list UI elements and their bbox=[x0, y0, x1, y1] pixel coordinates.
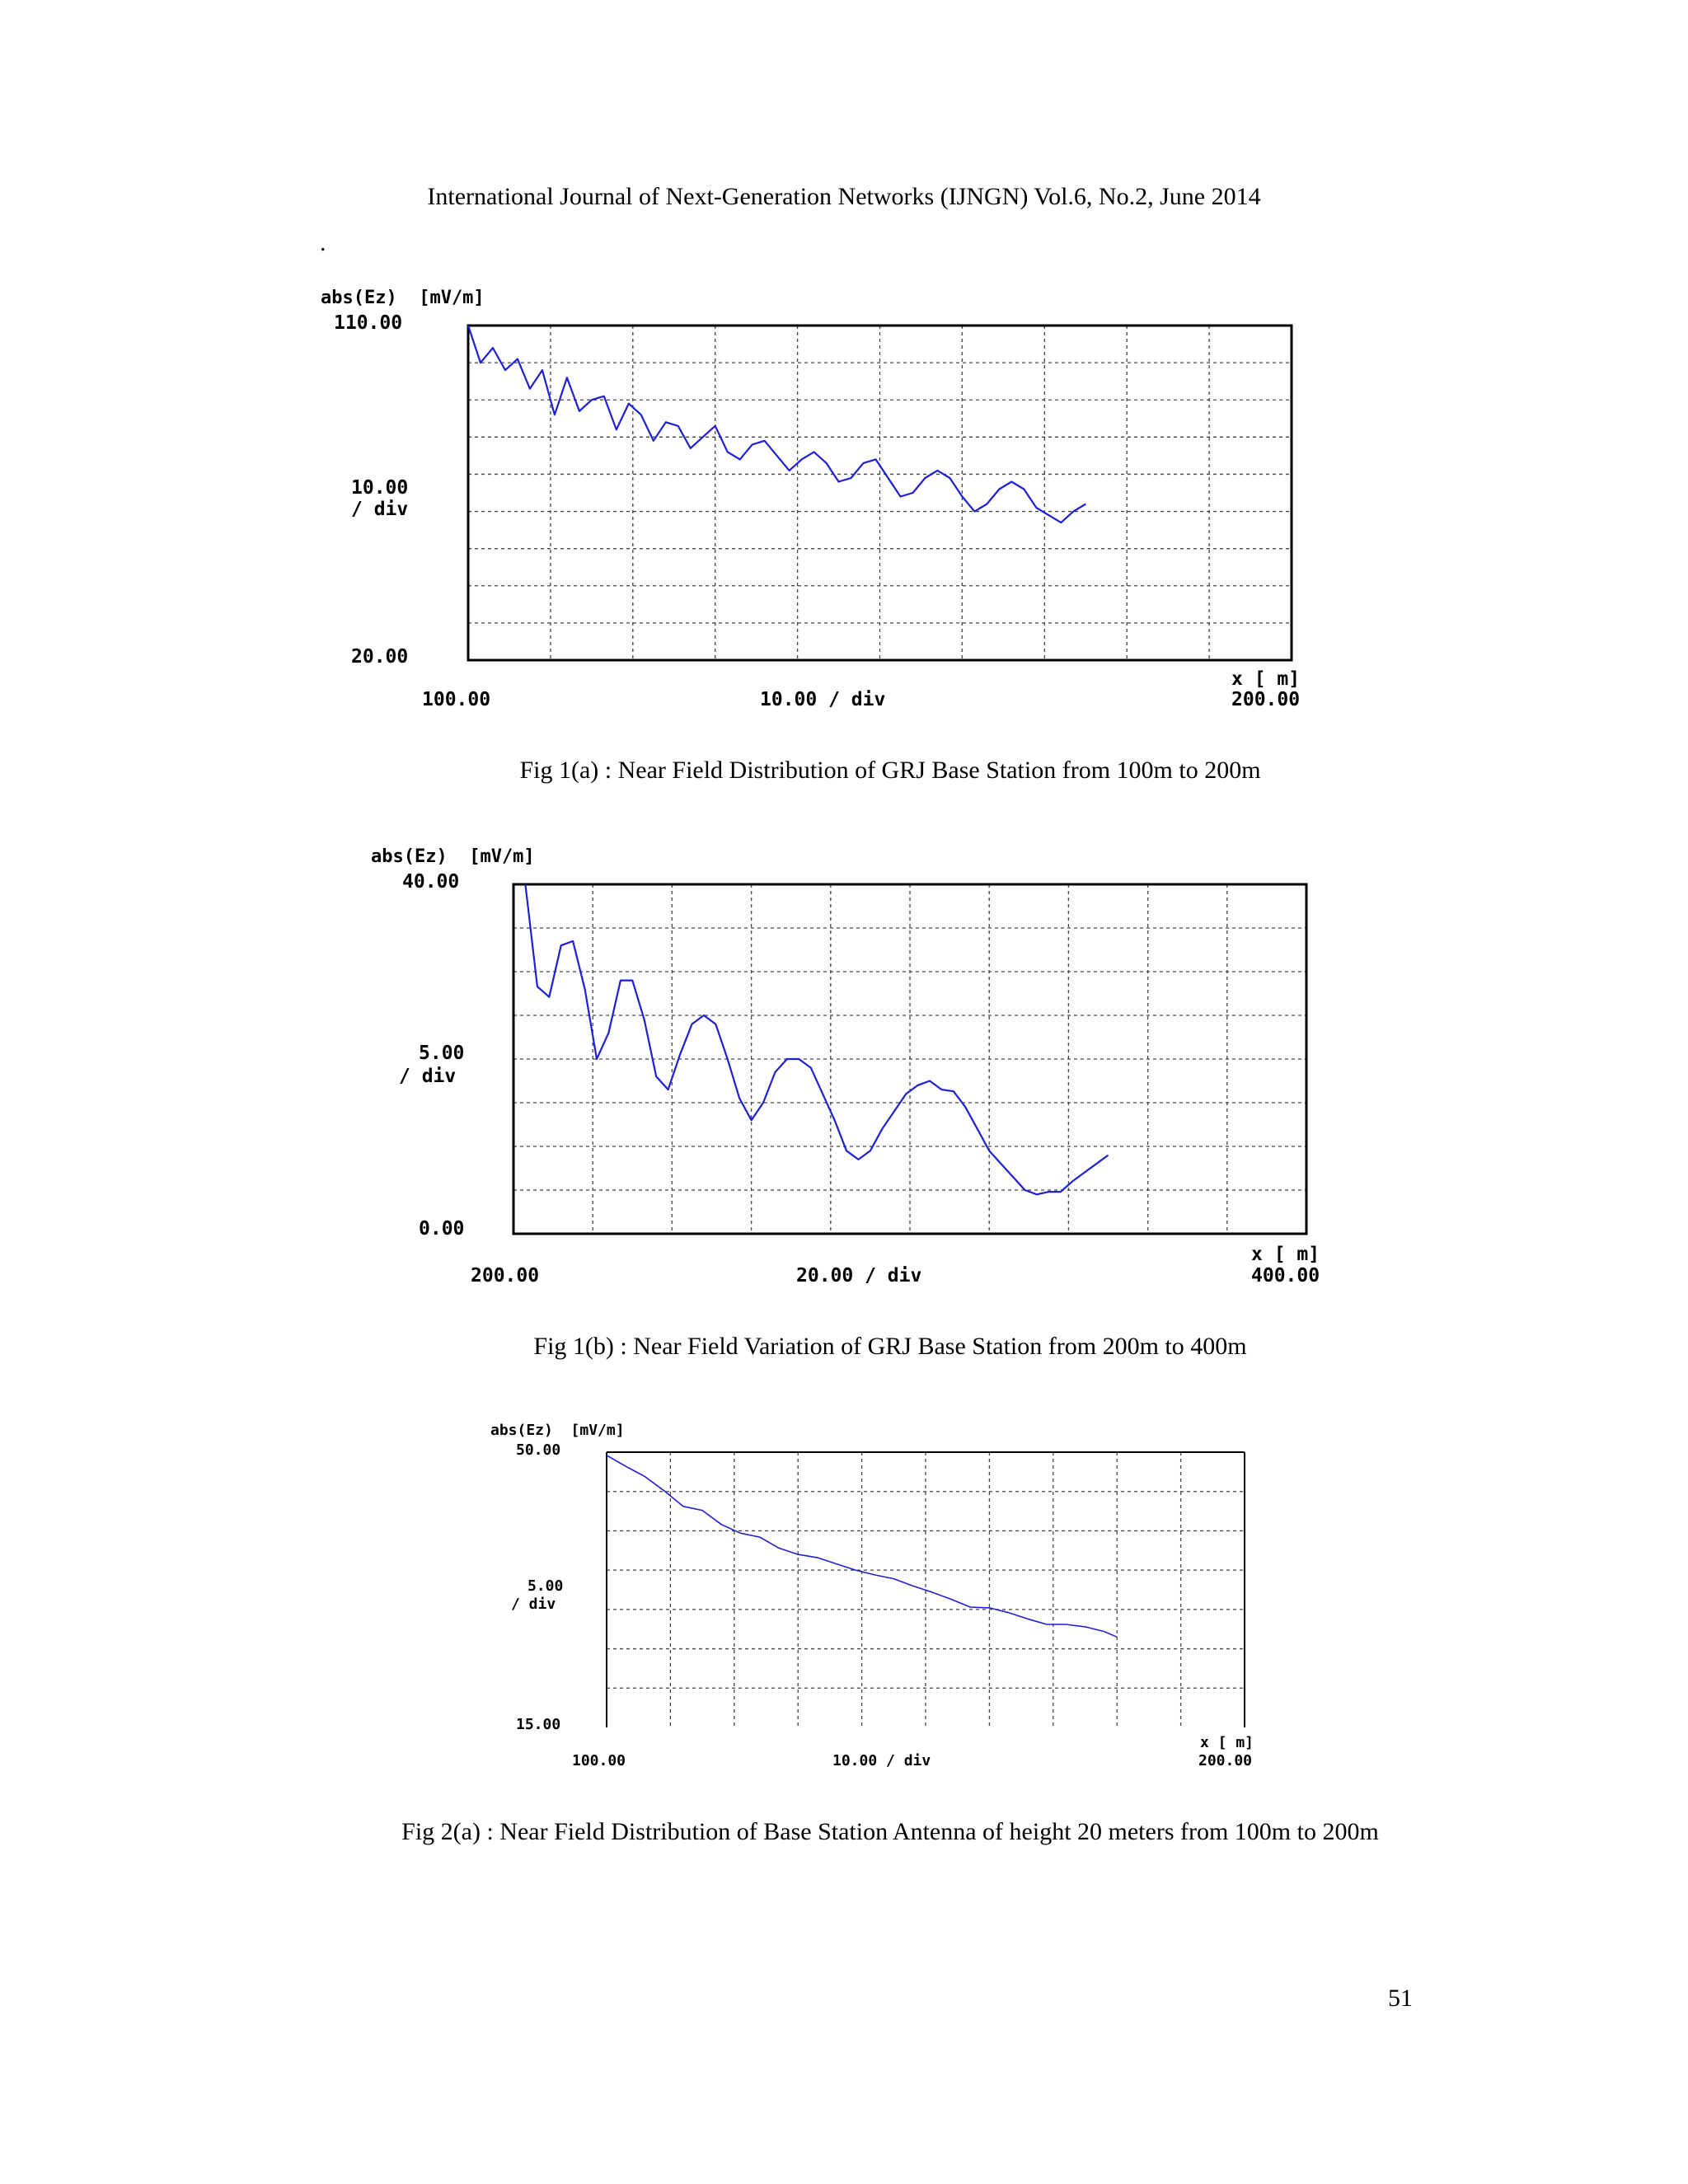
x-max-label: 200.00 bbox=[1198, 1752, 1253, 1769]
y-div-value: 10.00 bbox=[351, 477, 409, 499]
series-line bbox=[467, 325, 1086, 524]
x-min-label: 100.00 bbox=[422, 689, 491, 710]
y-max-label: 50.00 bbox=[516, 1441, 561, 1459]
stray-mark: . bbox=[320, 229, 326, 256]
x-unit-label: x [ m] bbox=[1251, 1244, 1320, 1265]
series-line bbox=[524, 883, 1109, 1196]
figure-2a-caption: Fig 2(a) : Near Field Distribution of Ba… bbox=[401, 1818, 1379, 1845]
x-div-label: 20.00 / div bbox=[796, 1265, 922, 1286]
x-max-label: 400.00 bbox=[1251, 1265, 1320, 1286]
y-axis-label: abs(Ez) [mV/m] bbox=[321, 288, 485, 308]
y-div-unit: / div bbox=[511, 1596, 556, 1613]
y-axis-label: abs(Ez) [mV/m] bbox=[490, 1422, 625, 1439]
plot-frame bbox=[512, 883, 1308, 1235]
y-axis-label: abs(Ez) [mV/m] bbox=[371, 846, 535, 867]
y-min-label: 0.00 bbox=[419, 1218, 465, 1240]
y-div-value: 5.00 bbox=[528, 1577, 564, 1595]
figure-1a-caption: Fig 1(a) : Near Field Distribution of GR… bbox=[519, 757, 1261, 784]
x-min-label: 200.00 bbox=[471, 1265, 540, 1286]
plot-frame bbox=[467, 324, 1293, 662]
y-div-value: 5.00 bbox=[419, 1043, 465, 1064]
y-min-label: 20.00 bbox=[351, 646, 409, 668]
x-max-label: 200.00 bbox=[1231, 689, 1301, 710]
series-line bbox=[606, 1455, 1118, 1638]
y-max-label: 40.00 bbox=[402, 871, 460, 893]
page-number: 51 bbox=[1388, 1985, 1413, 2012]
y-max-label: 110.00 bbox=[334, 312, 403, 334]
x-min-label: 100.00 bbox=[572, 1752, 626, 1769]
figure-1b-caption: Fig 1(b) : Near Field Variation of GRJ B… bbox=[533, 1333, 1247, 1360]
y-div-unit: / div bbox=[351, 499, 409, 520]
x-div-label: 10.00 / div bbox=[832, 1752, 931, 1769]
y-div-unit: / div bbox=[399, 1066, 457, 1087]
running-header: International Journal of Next-Generation… bbox=[427, 183, 1261, 210]
y-min-label: 15.00 bbox=[516, 1716, 561, 1733]
x-div-label: 10.00 / div bbox=[760, 689, 886, 710]
x-unit-label: x [ m] bbox=[1200, 1734, 1254, 1751]
x-unit-label: x [ m] bbox=[1231, 668, 1301, 690]
